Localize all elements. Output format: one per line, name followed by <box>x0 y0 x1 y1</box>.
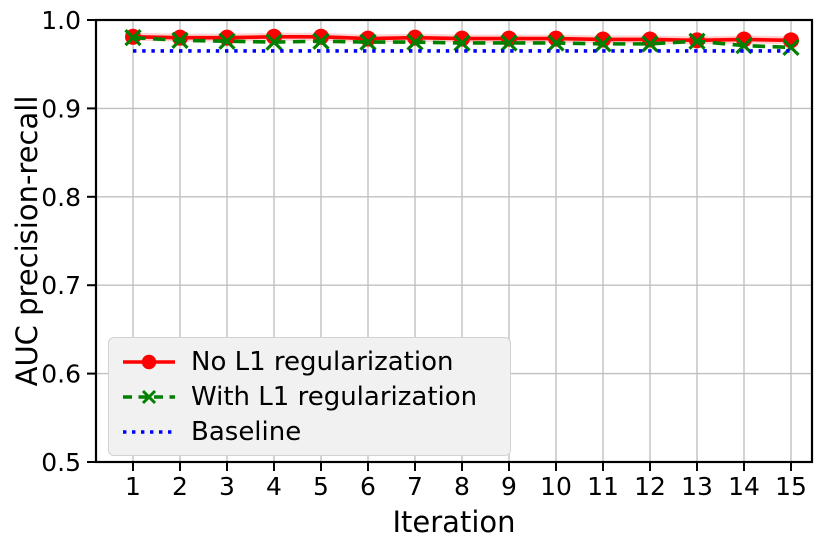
x-tick-label: 3 <box>219 472 235 501</box>
y-tick-label: 0.9 <box>41 94 81 123</box>
series-with-l1-marker <box>406 33 424 51</box>
series-with-l1-marker <box>547 34 565 52</box>
series-with-l1-marker <box>735 37 753 55</box>
x-tick-label: 7 <box>407 472 423 501</box>
x-tick-label: 12 <box>634 472 666 501</box>
y-axis-label: AUC precision-recall <box>10 95 44 387</box>
legend: No L1 regularization With L1 regularizat… <box>108 337 511 456</box>
x-tick-label: 13 <box>681 472 713 501</box>
x-tick-label: 1 <box>125 472 141 501</box>
y-tick-label: 0.5 <box>41 448 81 477</box>
series-with-l1-marker <box>124 29 142 47</box>
x-tick-label: 5 <box>313 472 329 501</box>
legend-entry-with-l1: With L1 regularization <box>121 384 498 410</box>
x-tick-label: 15 <box>775 472 807 501</box>
red-solid-circle-line-icon <box>123 354 175 369</box>
legend-label-no-l1: No L1 regularization <box>191 346 454 377</box>
series-with-l1-marker <box>359 33 377 51</box>
x-tick-label: 4 <box>266 472 282 501</box>
series-with-l1-marker <box>594 35 612 53</box>
y-tick-label: 0.7 <box>41 271 81 300</box>
x-axis-label: Iteration <box>392 505 516 539</box>
y-tick-label: 0.8 <box>41 183 81 212</box>
x-tick-label: 10 <box>540 472 572 501</box>
series-no-l1-marker <box>172 29 188 46</box>
series-with-l1-marker <box>171 31 189 49</box>
x-tick-label: 14 <box>728 472 760 501</box>
y-tick-label: 0.6 <box>41 360 81 389</box>
x-tick-label: 9 <box>501 472 517 501</box>
green-dashed-x-line-icon <box>123 389 175 404</box>
series-with-l1-marker <box>782 38 800 57</box>
legend-entry-baseline: Baseline <box>121 419 498 445</box>
x-tick-label: 11 <box>587 472 619 501</box>
series-with-l1-marker <box>500 34 518 52</box>
x-tick-label: 6 <box>360 472 376 501</box>
series-with-l1-marker <box>688 32 706 50</box>
series-with-l1-marker <box>312 32 330 50</box>
x-tick-label: 2 <box>172 472 188 501</box>
legend-entry-no-l1: No L1 regularization <box>121 349 498 375</box>
series-with-l1-marker <box>453 34 471 52</box>
series-with-l1-marker <box>641 35 659 53</box>
series-with-l1-marker <box>218 32 236 50</box>
axes-box <box>94 18 814 464</box>
legend-label-with-l1: With L1 regularization <box>191 381 478 412</box>
blue-dotted-line-icon <box>123 429 175 434</box>
series-with-l1-marker <box>265 33 283 51</box>
legend-label-baseline: Baseline <box>191 416 302 447</box>
x-tick-label: 8 <box>454 472 470 501</box>
y-tick-label: 1.0 <box>41 6 81 35</box>
